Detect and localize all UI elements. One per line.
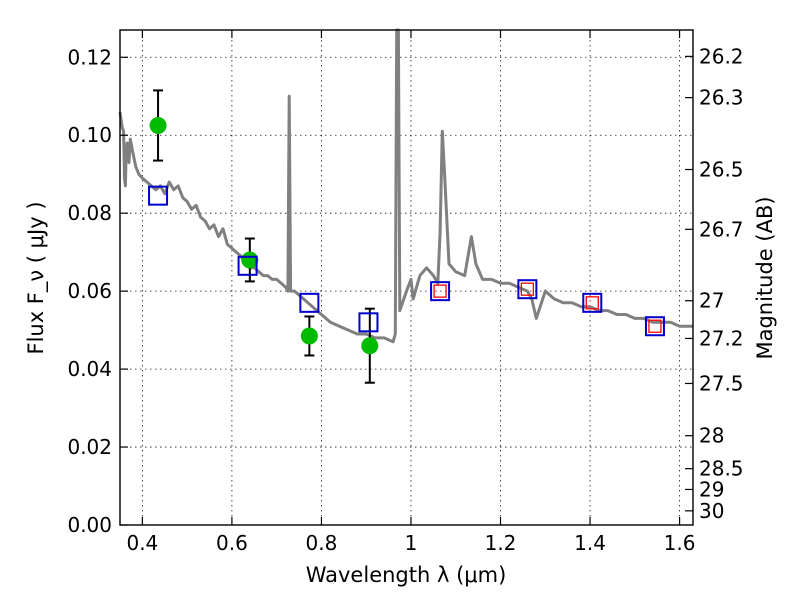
model-photometry-square-blue	[644, 316, 665, 337]
model-photometry-square-blue	[358, 312, 379, 333]
y-right-tick-label: 27.2	[699, 326, 744, 350]
observed-point	[361, 337, 379, 355]
model-photometry-square-blue	[517, 279, 538, 300]
y-right-tick-label: 28	[699, 424, 724, 448]
y-tick-label: 0.10	[67, 123, 112, 147]
y-right-tick-label: 27	[699, 289, 724, 313]
y-tick-label: 0.08	[67, 201, 112, 225]
model-photometry-square-red	[433, 284, 447, 298]
x-tick-label: 0.8	[306, 531, 338, 555]
model-photometry-square-blue	[582, 292, 603, 313]
y-right-axis-title: Magnitude (AB)	[753, 196, 777, 359]
y-right-tick-label: 29	[699, 477, 724, 501]
y-tick-label: 0.12	[67, 45, 112, 69]
y-right-tick-label: 30	[699, 499, 724, 523]
y-tick-label: 0.00	[67, 513, 112, 537]
y-right-tick-label: 26.7	[699, 217, 744, 241]
model-photometry-square-blue	[148, 185, 169, 206]
observed-point	[300, 327, 318, 345]
x-tick-label: 1.6	[664, 531, 696, 555]
plot-frame	[119, 29, 694, 526]
x-tick-label: 0.4	[126, 531, 158, 555]
y-right-tick-label: 26.2	[699, 44, 744, 68]
model-photometry-square-blue	[237, 255, 258, 276]
observed-point	[149, 116, 167, 134]
x-tick-label: 1.4	[574, 531, 606, 555]
x-axis-title: Wavelength λ (μm)	[306, 563, 507, 587]
y-right-tick-label: 26.3	[699, 86, 744, 110]
model-photometry-square-blue	[299, 292, 320, 313]
ticks: 0.4 0.6 0.8 1 1.2 1.4 1.6 0.00 0.02 0.04 0.06 0.08 0…	[67, 30, 744, 555]
series-layer	[118, 28, 693, 384]
y-axis-title: Flux F_ν ( μJy )	[24, 201, 49, 354]
grid	[120, 30, 693, 525]
y-tick-label: 0.02	[67, 435, 112, 459]
y-right-tick-label: 28.5	[699, 457, 744, 481]
y-tick-label: 0.06	[67, 279, 112, 303]
model-spectrum-line	[118, 28, 693, 344]
observed-point	[241, 251, 259, 269]
y-right-tick-label: 26.5	[699, 158, 744, 182]
x-tick-label: 1.2	[485, 531, 517, 555]
y-tick-label: 0.04	[67, 357, 112, 381]
model-photometry-square-red	[648, 319, 662, 333]
model-photometry-square-red	[520, 282, 535, 296]
x-tick-label: 1	[405, 531, 418, 555]
x-tick-label: 0.6	[216, 531, 248, 555]
model-photometry-square-blue	[430, 281, 451, 302]
y-right-tick-label: 27.5	[699, 371, 744, 395]
model-photometry-square-red	[585, 296, 599, 310]
